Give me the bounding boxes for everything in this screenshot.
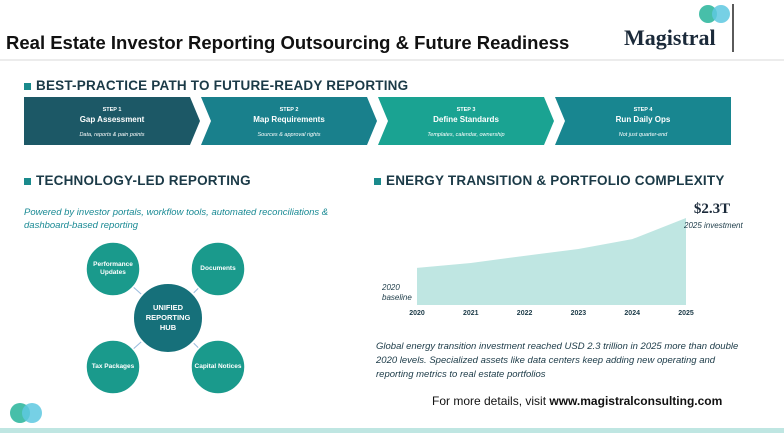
step-number: STEP 1: [103, 107, 122, 113]
annotation: 2020 baseline: [382, 283, 412, 302]
description: Global energy transition investment reac…: [376, 341, 739, 380]
node-circle: [190, 339, 246, 395]
node-label: Capital Notices: [194, 363, 242, 370]
footer-prefix: For more details, visit: [432, 394, 547, 408]
node-circle: [190, 241, 246, 297]
area: [417, 218, 686, 305]
hub-circle: [132, 282, 204, 354]
node-circle: [85, 339, 141, 395]
value-label: $2.3T: [694, 201, 730, 217]
annotation: 2025 investment: [684, 221, 743, 230]
footer-dot: [22, 403, 42, 423]
section-heading: TECHNOLOGY-LED REPORTING: [36, 173, 251, 188]
x-tick-label: 2025: [678, 310, 694, 317]
x-tick-label: 2020: [409, 310, 425, 317]
node-label: Documents: [200, 265, 236, 272]
footer-text: For more details, visit www.magistralcon…: [432, 394, 722, 408]
step-title: Map Requirements: [253, 115, 325, 124]
hub-label: UNIFIED REPORTING HUB: [145, 303, 191, 332]
node-label: Performance Updates: [93, 261, 133, 276]
title: Real Estate Investor Reporting Outsourci…: [6, 32, 570, 53]
x-tick-label: 2021: [463, 310, 479, 317]
step-detail: Data, reports & pain points: [79, 132, 144, 138]
section-heading: ENERGY TRANSITION & PORTFOLIO COMPLEXITY: [386, 173, 725, 188]
x-tick-label: 2024: [624, 310, 640, 317]
step-number: STEP 3: [457, 107, 476, 113]
step-chevron: [555, 97, 731, 145]
step-chevron: [201, 97, 377, 145]
step-detail: Not just quarter-end: [619, 132, 668, 138]
step-detail: Templates, calendar, ownership: [427, 132, 504, 138]
step-number: STEP 4: [634, 107, 654, 113]
intro: Powered by investor portals, workflow to…: [24, 207, 329, 231]
step-detail: Sources & approval rights: [258, 132, 321, 138]
step-chevron: [378, 97, 554, 145]
x-tick-label: 2023: [571, 310, 587, 317]
step-number: STEP 2: [280, 107, 299, 113]
bullet: [24, 83, 31, 90]
logo-dot: [699, 5, 717, 23]
step-title: Run Daily Ops: [616, 115, 671, 124]
logo-dot: [712, 5, 730, 23]
bullet: [374, 178, 381, 185]
step-title: Gap Assessment: [80, 115, 145, 124]
logo-text: Magistral: [624, 25, 716, 50]
step-chevron: [24, 97, 200, 145]
footer-link[interactable]: www.magistralconsulting.com: [549, 394, 723, 408]
step-title: Define Standards: [433, 115, 499, 124]
footer-band: [0, 428, 784, 433]
x-tick-label: 2022: [517, 310, 533, 317]
bullet: [24, 178, 31, 185]
node-circle: [85, 241, 141, 297]
node-label: Tax Packages: [91, 363, 135, 370]
section-heading: BEST-PRACTICE PATH TO FUTURE-READY REPOR…: [36, 78, 409, 93]
